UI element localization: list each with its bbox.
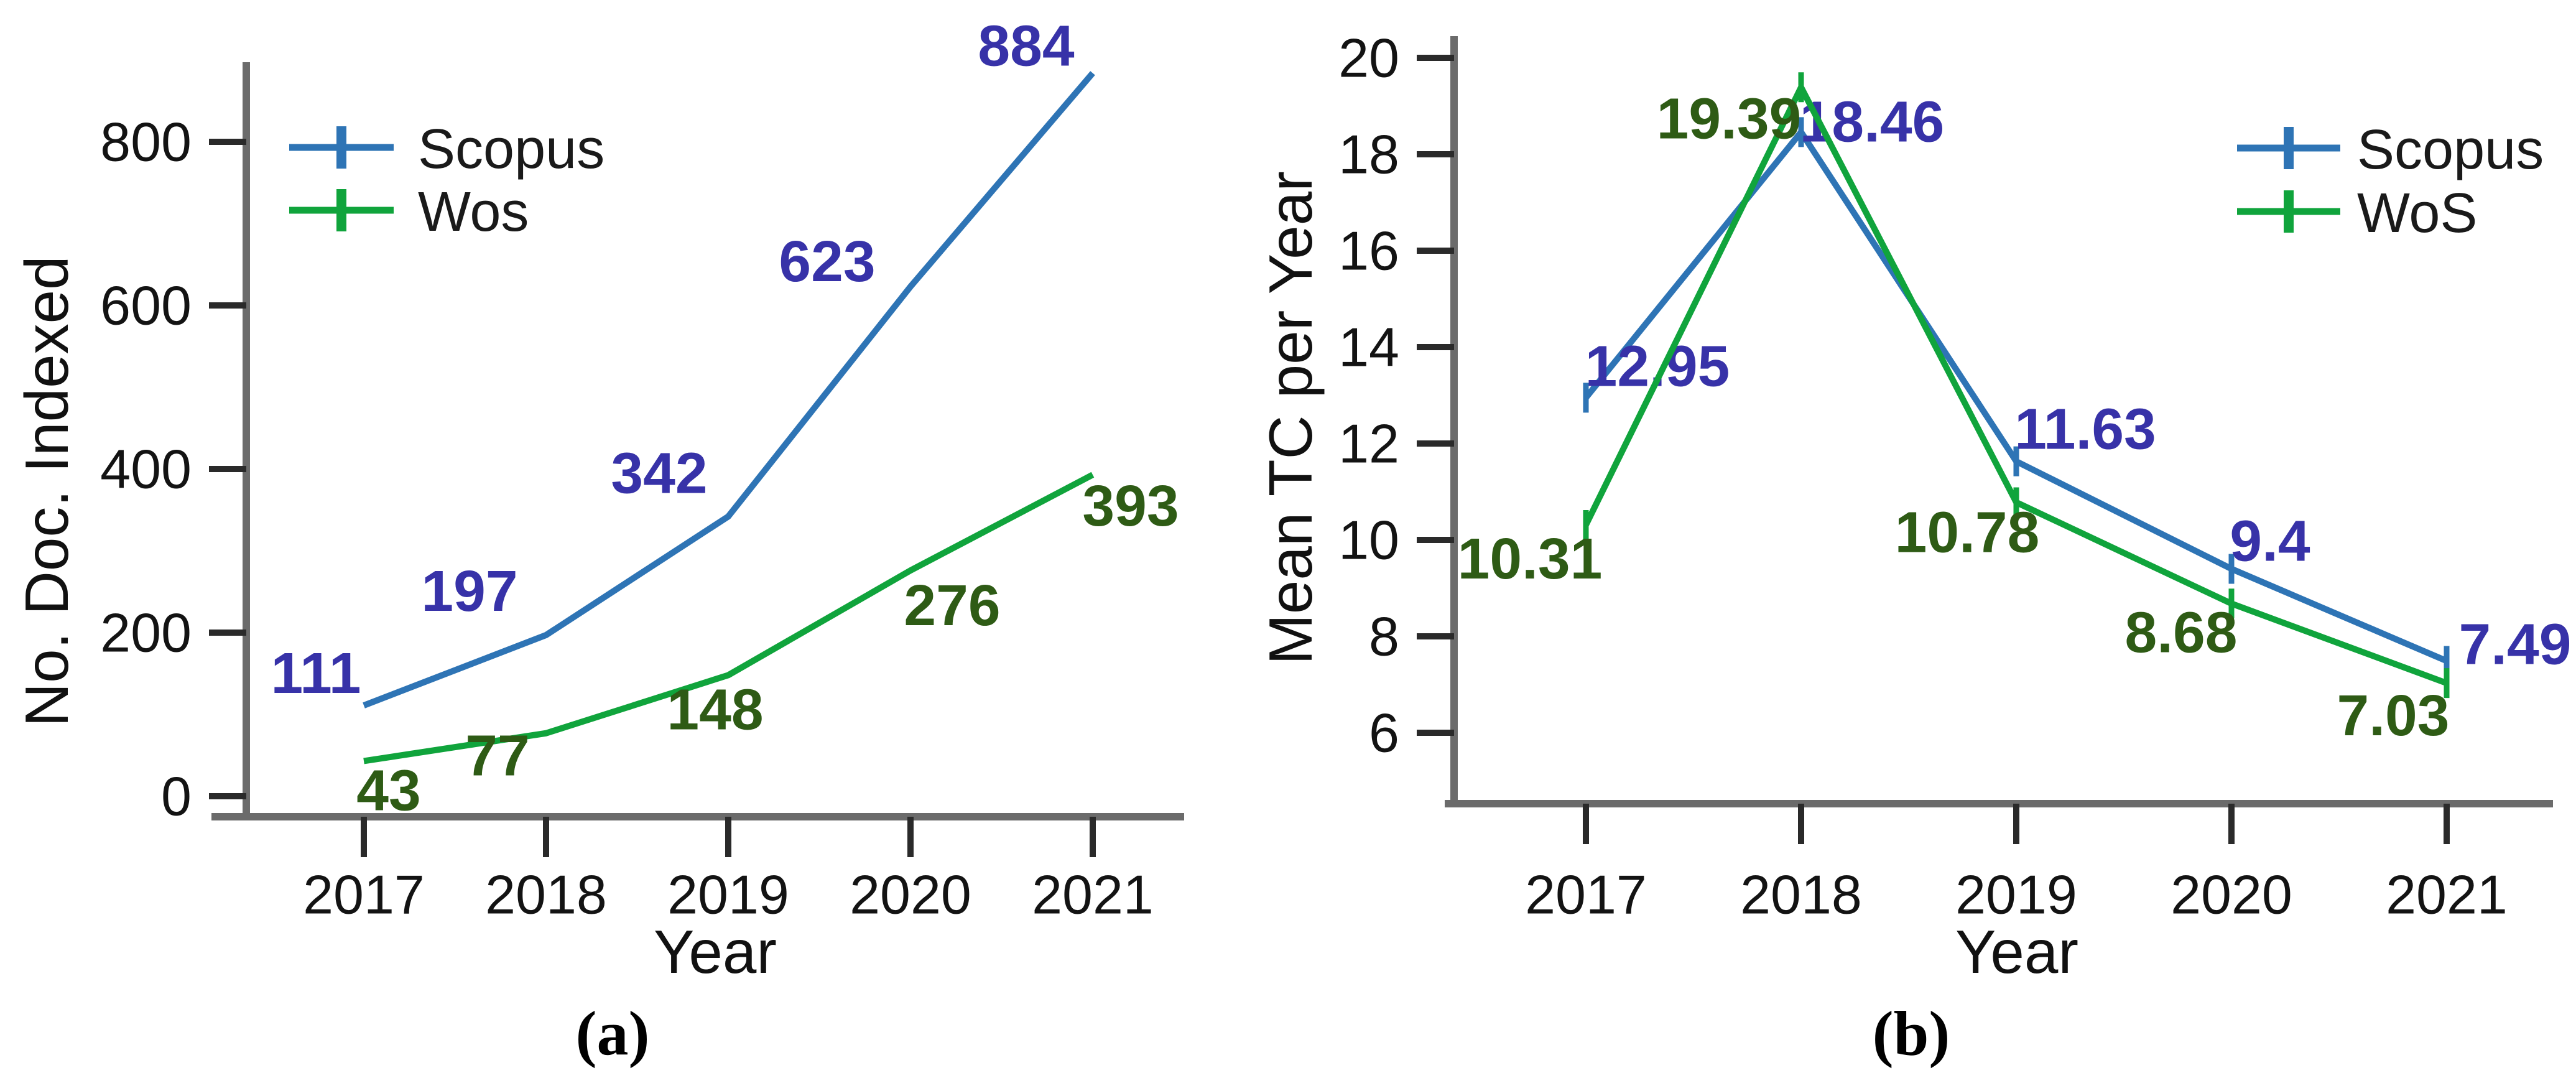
legend-scopus-label: Scopus [418, 118, 605, 180]
chart-b-caption: (b) [1873, 999, 1950, 1069]
x-tick-label: 2018 [485, 864, 607, 926]
data-point-label: 7.49 [2458, 612, 2571, 677]
data-point-label: 8.68 [2124, 600, 2237, 664]
chart-a-legend: Scopus Wos [289, 118, 605, 243]
x-tick-label: 2017 [1525, 864, 1647, 926]
data-point-label: 884 [978, 14, 1074, 78]
chart-b-plot: 6 8 10 12 14 16 18 20 2017 2018 2019 2020 2021 12.95 1… [1338, 27, 2571, 926]
chart-b: 6 8 10 12 14 16 18 20 2017 2018 2019 2020 2021 12.95 1… [1256, 27, 2572, 1069]
data-point-label: 9.4 [2230, 509, 2310, 574]
y-tick-label: 600 [100, 275, 192, 337]
x-tick-label: 2020 [2171, 864, 2292, 926]
y-tick-label: 10 [1338, 509, 1399, 571]
data-point-label: 342 [611, 440, 707, 505]
x-tick-label: 2021 [1032, 864, 1154, 926]
data-point-label: 19.39 [1657, 86, 1802, 151]
data-point-label: 12.95 [1585, 333, 1730, 398]
y-tick-label: 6 [1369, 702, 1399, 764]
chart-a-caption: (a) [576, 999, 650, 1069]
x-tick-label: 2019 [667, 864, 789, 926]
chart-a: 0 200 400 600 800 2017 2018 2019 2020 2021 111 197 3… [12, 14, 1184, 1069]
x-tick-label: 2021 [2386, 864, 2508, 926]
legend-wos-label: WoS [2357, 182, 2477, 244]
legend-scopus-label: Scopus [2357, 119, 2544, 181]
data-point-label: 276 [904, 573, 1000, 638]
legend-wos-label: Wos [418, 181, 529, 243]
x-tick-label: 2018 [1740, 864, 1862, 926]
data-point-label: 148 [667, 677, 763, 741]
series-line-scopus [363, 71, 1095, 709]
y-tick-label: 12 [1338, 413, 1399, 475]
chart-b-x-axis-title: Year [1955, 918, 2078, 986]
data-point-label: 197 [421, 559, 517, 623]
y-tick-label: 400 [100, 439, 192, 500]
y-tick-label: 18 [1338, 124, 1399, 185]
data-point-label: 7.03 [2337, 683, 2449, 748]
x-tick-label: 2020 [850, 864, 971, 926]
x-tick-label: 2017 [303, 864, 425, 926]
chart-a-x-axis-title: Year [654, 918, 777, 986]
y-tick-label: 0 [161, 766, 192, 827]
chart-b-y-axis-title: Mean TC per Year [1256, 171, 1325, 665]
chart-a-plot: 0 200 400 600 800 2017 2018 2019 2020 2021 111 197 3… [100, 14, 1184, 926]
data-point-label: 111 [271, 641, 361, 705]
y-tick-label: 14 [1338, 317, 1399, 378]
data-point-label: 623 [779, 229, 875, 294]
y-tick-label: 20 [1338, 27, 1399, 89]
data-point-label: 11.63 [2014, 397, 2156, 462]
y-tick-label: 800 [100, 111, 192, 173]
data-point-label: 393 [1082, 473, 1179, 538]
data-point-label: 18.46 [1800, 89, 1945, 154]
chart-b-legend: Scopus WoS [2237, 119, 2544, 244]
y-tick-label: 16 [1338, 220, 1399, 282]
data-point-label: 77 [465, 723, 529, 788]
data-point-label: 10.31 [1458, 526, 1603, 591]
chart-a-y-axis-title: No. Doc. Indexed [12, 256, 81, 727]
series-line-wos [363, 472, 1095, 764]
y-tick-label: 8 [1369, 606, 1399, 667]
data-point-label: 43 [356, 758, 420, 822]
data-point-label: 10.78 [1895, 500, 2040, 565]
x-tick-label: 2019 [1955, 864, 2077, 926]
y-tick-label: 200 [100, 602, 192, 664]
